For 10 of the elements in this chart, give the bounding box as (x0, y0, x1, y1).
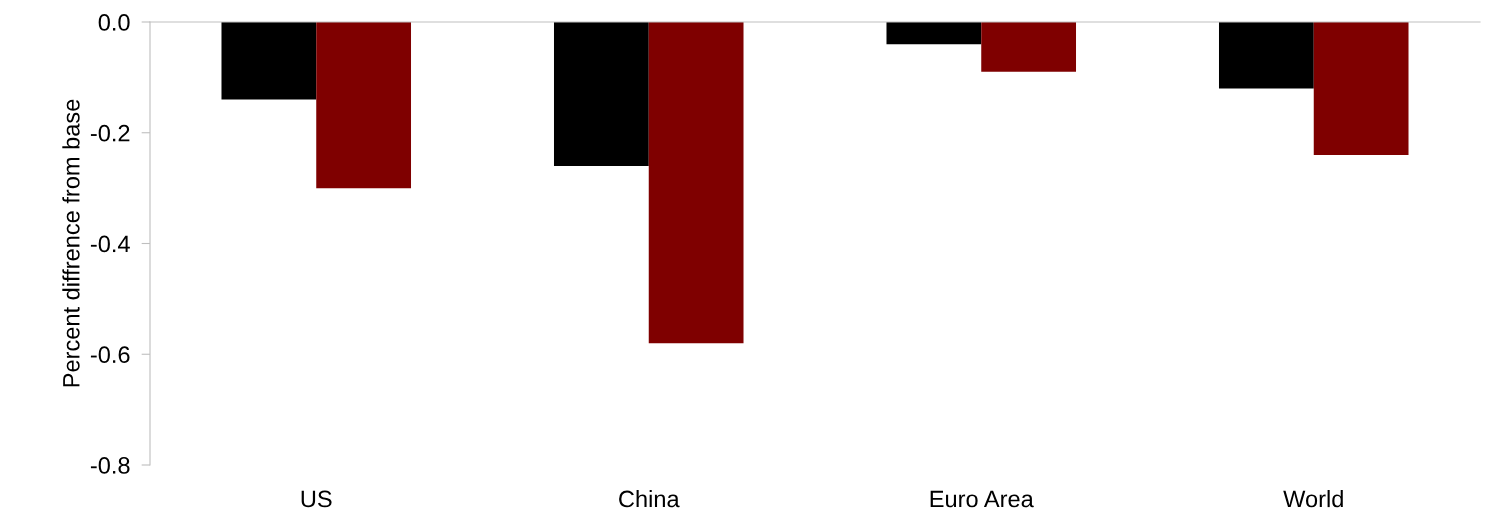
x-tick-label: World (1283, 490, 1343, 508)
x-tick-label: China (619, 490, 680, 508)
y-tick-label: -0.6 (90, 346, 130, 364)
y-tick-label: -0.8 (90, 457, 130, 474)
y-tick-label: -0.2 (90, 124, 130, 142)
x-tick-label: US (301, 490, 332, 508)
x-tick-label: Euro Area (930, 490, 1034, 508)
y-tick-label: 0.0 (98, 14, 130, 31)
y-axis-title: Percent diffrence from base (62, 99, 80, 387)
y-tick-label: -0.4 (90, 235, 130, 253)
